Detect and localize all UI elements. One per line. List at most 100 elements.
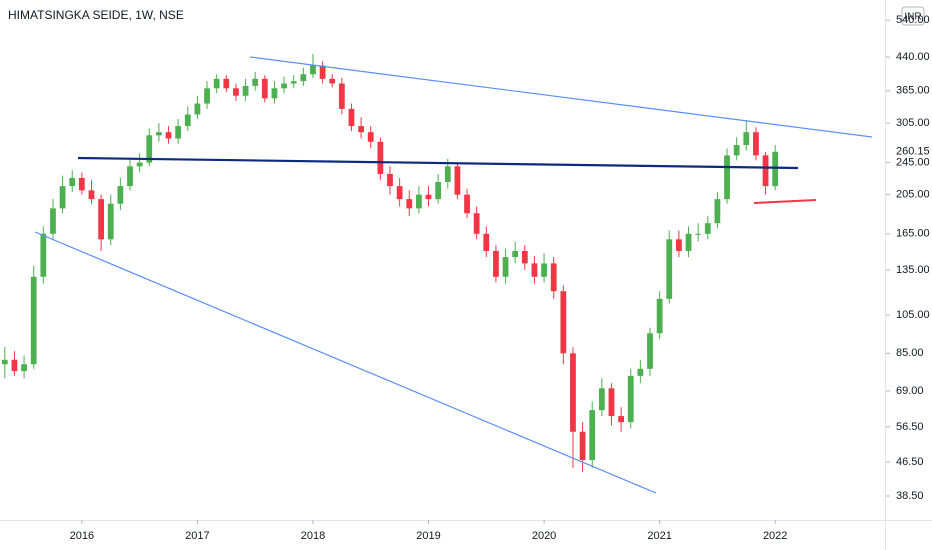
candle-body bbox=[107, 203, 114, 240]
candle-body bbox=[550, 263, 557, 292]
candle-body bbox=[598, 388, 605, 411]
candle-body bbox=[444, 166, 451, 182]
candle-body bbox=[136, 162, 143, 167]
candle-body bbox=[78, 177, 85, 191]
y-tick-label: 56.50 bbox=[896, 421, 924, 433]
candle-body bbox=[521, 250, 528, 264]
trendline bbox=[34, 231, 657, 494]
candle-body bbox=[724, 155, 730, 200]
y-tick-label: 540.00 bbox=[896, 14, 930, 26]
candle-body bbox=[425, 194, 432, 200]
y-tick-label: 205.00 bbox=[896, 189, 930, 201]
y-tick-label: 46.50 bbox=[896, 456, 924, 468]
candle-body bbox=[637, 368, 644, 376]
candle-body bbox=[560, 291, 567, 354]
last-price-label: 260.15 bbox=[896, 146, 930, 158]
currency-box[interactable] bbox=[901, 6, 925, 26]
candle-body bbox=[194, 103, 201, 115]
candle-body bbox=[387, 173, 393, 187]
y-tick-label: 165.00 bbox=[896, 228, 930, 240]
y-tick-label: 69.00 bbox=[896, 385, 924, 397]
candle-body bbox=[242, 85, 249, 96]
candle-body bbox=[676, 239, 682, 251]
y-tick-label: 365.00 bbox=[896, 85, 930, 97]
candle-body bbox=[310, 65, 316, 75]
candle-body bbox=[714, 199, 721, 224]
candle-body bbox=[300, 74, 307, 82]
candle-body bbox=[541, 263, 547, 277]
currency: INR bbox=[904, 12, 921, 23]
candle-body bbox=[281, 83, 287, 89]
candle-body bbox=[733, 145, 740, 156]
x-tick-label: 2016 bbox=[70, 530, 94, 542]
candle-body bbox=[184, 114, 191, 127]
candle-body bbox=[98, 199, 104, 240]
candle-body bbox=[416, 194, 422, 209]
candle-body bbox=[127, 166, 133, 187]
candle-body bbox=[618, 416, 624, 423]
y-tick-label: 440.00 bbox=[896, 51, 930, 63]
candle-body bbox=[753, 132, 759, 156]
candle-body bbox=[348, 108, 355, 127]
candle-body bbox=[69, 177, 76, 187]
y-tick-label: 38.50 bbox=[896, 490, 924, 502]
candle-body bbox=[271, 88, 278, 99]
candle-body bbox=[627, 375, 634, 423]
x-tick-label: 2018 bbox=[301, 530, 325, 542]
y-tick-label: 135.00 bbox=[896, 264, 930, 276]
candle-body bbox=[531, 263, 538, 277]
candle-body bbox=[512, 250, 519, 258]
x-tick-label: 2021 bbox=[647, 530, 671, 542]
candle-body bbox=[647, 333, 653, 369]
x-tick-label: 2019 bbox=[416, 530, 440, 542]
candle-body bbox=[40, 233, 47, 277]
candle-body bbox=[685, 233, 692, 251]
candle-body bbox=[233, 88, 239, 96]
candle-body bbox=[290, 81, 297, 84]
x-tick-label: 2022 bbox=[763, 530, 787, 542]
candle-body bbox=[656, 298, 663, 334]
candle-body bbox=[338, 83, 345, 109]
candle-body bbox=[213, 78, 220, 89]
candle-body bbox=[59, 186, 66, 209]
candle-body bbox=[473, 213, 480, 234]
candle-body bbox=[502, 257, 509, 277]
candle-body bbox=[367, 132, 374, 142]
candle-body bbox=[570, 353, 576, 432]
candle-body bbox=[377, 141, 384, 174]
candle-body bbox=[156, 132, 162, 136]
y-tick-label: 105.00 bbox=[896, 309, 930, 321]
candle-body bbox=[464, 194, 470, 214]
candle-body bbox=[146, 135, 153, 163]
candle-body bbox=[666, 239, 673, 299]
candle-body bbox=[396, 186, 403, 200]
candle-body bbox=[493, 250, 499, 277]
candle-body bbox=[252, 78, 259, 86]
candle-body bbox=[223, 78, 230, 89]
candle-body bbox=[483, 233, 490, 251]
candle-body bbox=[743, 132, 750, 146]
candle-body bbox=[165, 132, 172, 139]
candle-body bbox=[454, 166, 461, 195]
candle-body bbox=[358, 126, 364, 133]
x-tick-label: 2017 bbox=[185, 530, 209, 542]
candle-body bbox=[762, 155, 769, 187]
candle-body bbox=[11, 359, 18, 372]
candle-body bbox=[261, 78, 268, 99]
candle-body bbox=[579, 431, 586, 461]
candle-body bbox=[1, 359, 8, 365]
candle-body bbox=[30, 276, 37, 365]
y-tick-label: 245.00 bbox=[896, 156, 930, 168]
y-tick-label: 85.00 bbox=[896, 347, 924, 359]
trendline bbox=[77, 156, 799, 170]
x-tick-label: 2020 bbox=[532, 530, 556, 542]
candle-body bbox=[608, 388, 615, 417]
candle-body bbox=[589, 410, 596, 461]
candle-body bbox=[21, 364, 27, 372]
trendline bbox=[249, 56, 873, 138]
candle-body bbox=[772, 151, 779, 187]
candle-body bbox=[204, 88, 210, 104]
candle-body bbox=[329, 78, 336, 84]
